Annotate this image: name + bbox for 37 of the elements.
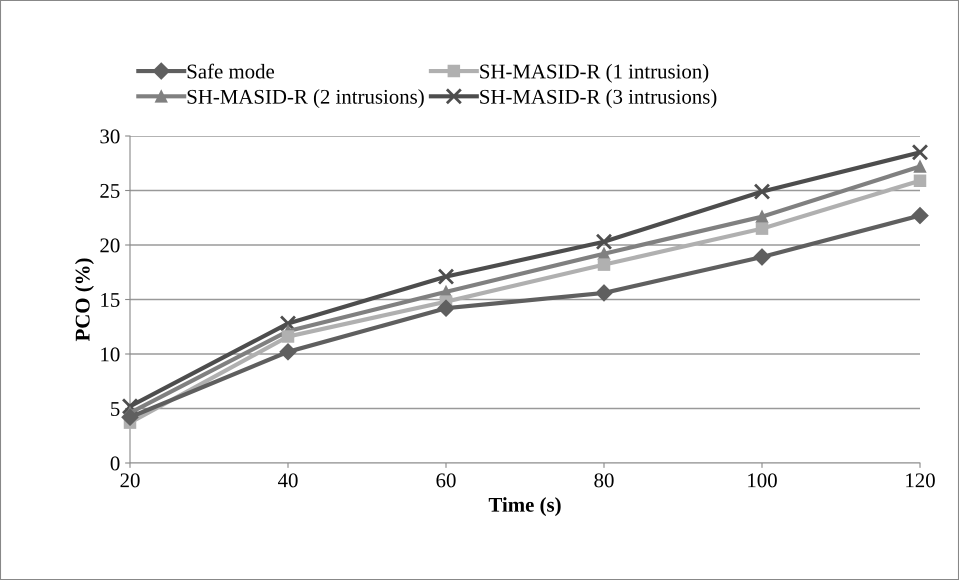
x-axis-title: Time (s): [488, 497, 561, 516]
point: [438, 268, 454, 285]
point: [437, 300, 455, 317]
point: [756, 222, 768, 235]
x-tick-label: 120: [906, 473, 935, 488]
y-tick-label: 10: [101, 347, 120, 362]
y-axis-title: PCO (%): [74, 258, 94, 342]
point: [595, 284, 613, 302]
y-tick-label: 30: [100, 129, 120, 144]
y-tick-label: 15: [101, 292, 120, 307]
x-tick-label: 20: [120, 473, 140, 488]
point: [912, 144, 928, 161]
point: [122, 398, 138, 415]
point: [914, 174, 926, 187]
x-tick-label: 40: [278, 473, 298, 488]
x-tick-label: 100: [748, 473, 777, 488]
y-tick-label: 0: [110, 456, 120, 470]
legend-label: SH-MASID-R (2 intrusions): [188, 89, 424, 108]
legend-label: SH-MASID-R (1 intrusion): [480, 64, 708, 83]
point: [280, 315, 296, 332]
legend-label: SH-MASID-R (3 intrusions): [480, 89, 716, 108]
y-tick-label: 20: [100, 238, 120, 252]
point: [753, 248, 771, 266]
legend-label: Safe mode: [188, 64, 274, 79]
point: [914, 160, 926, 173]
x-tick-label: 60: [436, 473, 456, 488]
point: [282, 330, 294, 343]
point: [754, 183, 770, 200]
point: [279, 343, 297, 360]
point: [596, 233, 612, 250]
y-tick-label: 5: [111, 402, 120, 416]
point: [121, 408, 139, 426]
x-tick-label: 80: [594, 473, 614, 488]
point: [911, 207, 929, 224]
y-tick-label: 25: [100, 184, 120, 198]
point: [756, 210, 768, 223]
point: [598, 258, 610, 271]
